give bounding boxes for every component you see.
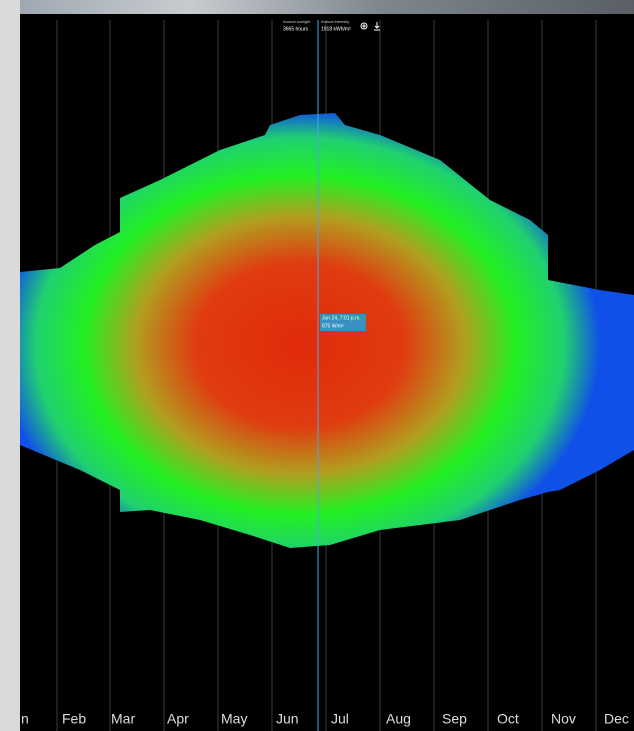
sunlight-label: Annual sunlight	[283, 19, 311, 24]
month-label: Apr	[167, 711, 189, 727]
month-label: May	[221, 711, 247, 727]
tooltip-value: 875 W/m²	[322, 323, 344, 329]
settings-icon[interactable]	[360, 22, 368, 30]
month-label: Jun	[276, 711, 299, 727]
month-label: Sep	[442, 711, 467, 727]
intensity-label: Annual intensity	[321, 19, 349, 24]
sunlight-value: 3665 hours	[283, 26, 309, 32]
month-label: Aug	[386, 711, 411, 727]
tooltip-time: Jun 24, 7:01 p.m.	[322, 315, 361, 321]
month-label: Jul	[331, 711, 349, 727]
month-label: Oct	[497, 711, 519, 727]
month-label: Mar	[111, 711, 135, 727]
month-label: n	[21, 711, 29, 727]
month-label: Feb	[62, 711, 86, 727]
tooltip	[320, 314, 366, 331]
month-label: Dec	[604, 711, 629, 727]
side-strip	[0, 0, 20, 731]
month-label: Nov	[551, 711, 576, 727]
intensity-value: 1918 kWh/m²	[321, 26, 351, 32]
download-icon[interactable]	[374, 22, 380, 31]
